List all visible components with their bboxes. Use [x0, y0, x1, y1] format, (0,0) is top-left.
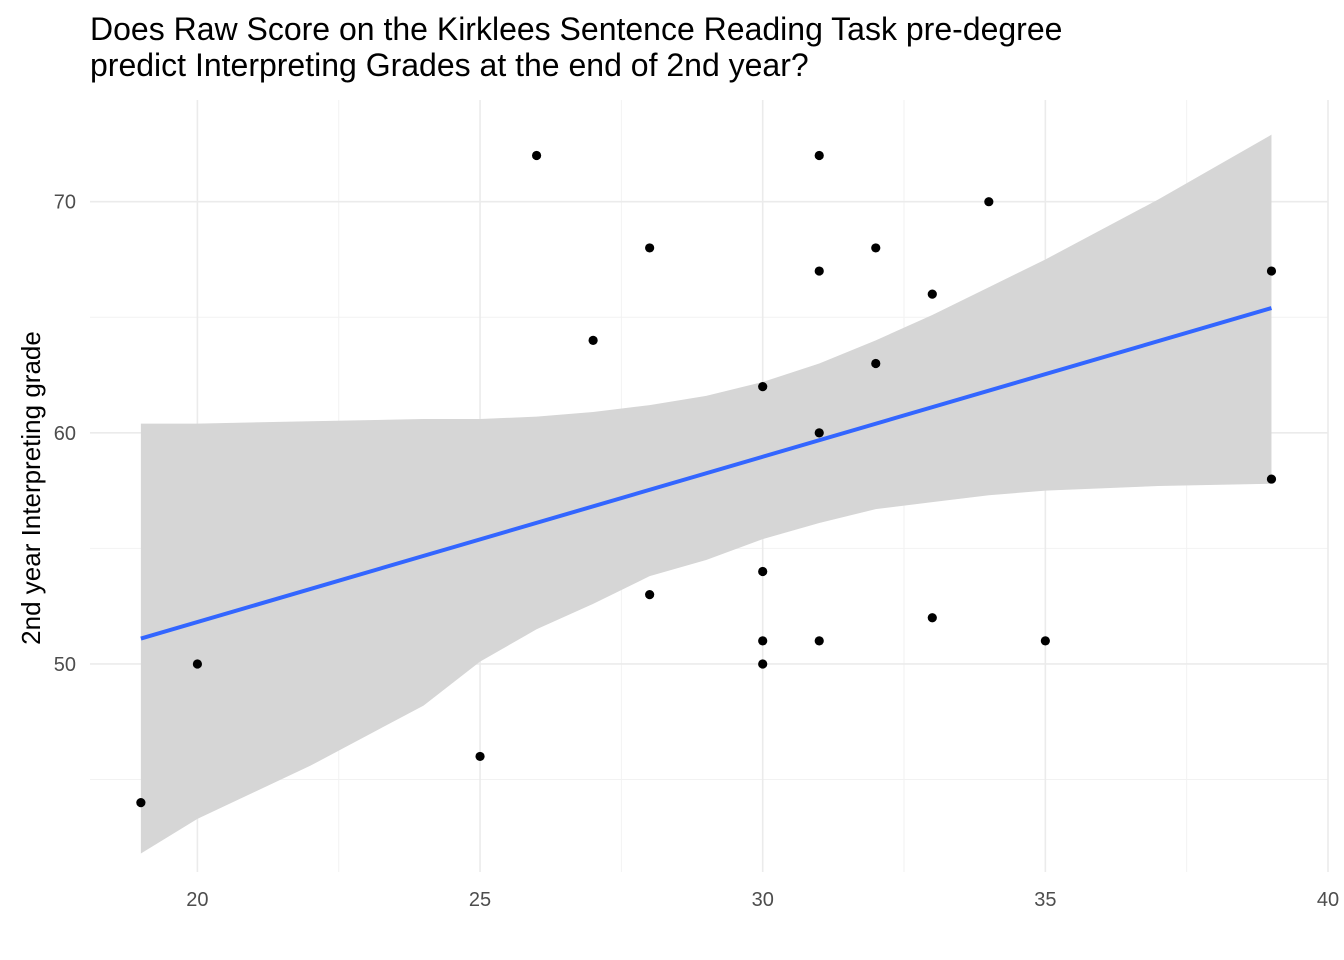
data-point	[192, 659, 203, 669]
data-point	[531, 150, 542, 161]
x-tick-label: 30	[752, 889, 774, 911]
data-point	[1266, 266, 1277, 276]
data-point	[814, 150, 824, 161]
data-point	[871, 358, 881, 369]
chart-title-line: Does Raw Score on the Kirklees Sentence …	[90, 11, 1062, 47]
trend-line-layer	[140, 306, 1273, 641]
regression-line	[140, 306, 1273, 641]
x-tick-label: 20	[186, 889, 208, 911]
data-point	[645, 243, 655, 253]
x-axis-ticks: 20 25 30 35 40	[186, 889, 1339, 911]
data-point	[758, 566, 768, 577]
confidence-band	[140, 134, 1272, 854]
data-point	[588, 335, 598, 345]
data-point	[871, 243, 881, 253]
y-axis-ticks: 50 60 70	[54, 192, 76, 676]
data-point	[927, 613, 937, 623]
data-point	[984, 197, 994, 207]
data-point	[758, 659, 768, 669]
y-tick-label: 50	[54, 654, 76, 676]
x-tick-label: 35	[1034, 889, 1056, 911]
y-axis-label: 2nd year Interpreting grade	[16, 331, 46, 645]
chart-title-line: predict Interpreting Grades at the end o…	[90, 47, 809, 83]
data-point	[1266, 474, 1277, 484]
confidence-band-layer	[140, 134, 1272, 854]
y-tick-label: 60	[54, 423, 76, 445]
x-tick-label: 40	[1317, 889, 1339, 911]
data-point	[475, 751, 485, 762]
data-point	[814, 636, 824, 646]
data-point	[136, 798, 146, 808]
data-points	[136, 150, 1277, 808]
data-point	[645, 590, 655, 600]
chart-title: Does Raw Score on the Kirklees Sentence …	[90, 11, 1062, 83]
data-point	[814, 266, 824, 276]
data-point	[1040, 636, 1050, 646]
data-point	[927, 289, 937, 299]
data-point	[758, 636, 768, 646]
data-point	[758, 382, 768, 392]
y-tick-label: 70	[54, 192, 76, 214]
x-tick-label: 25	[469, 889, 491, 911]
data-point	[814, 428, 824, 438]
